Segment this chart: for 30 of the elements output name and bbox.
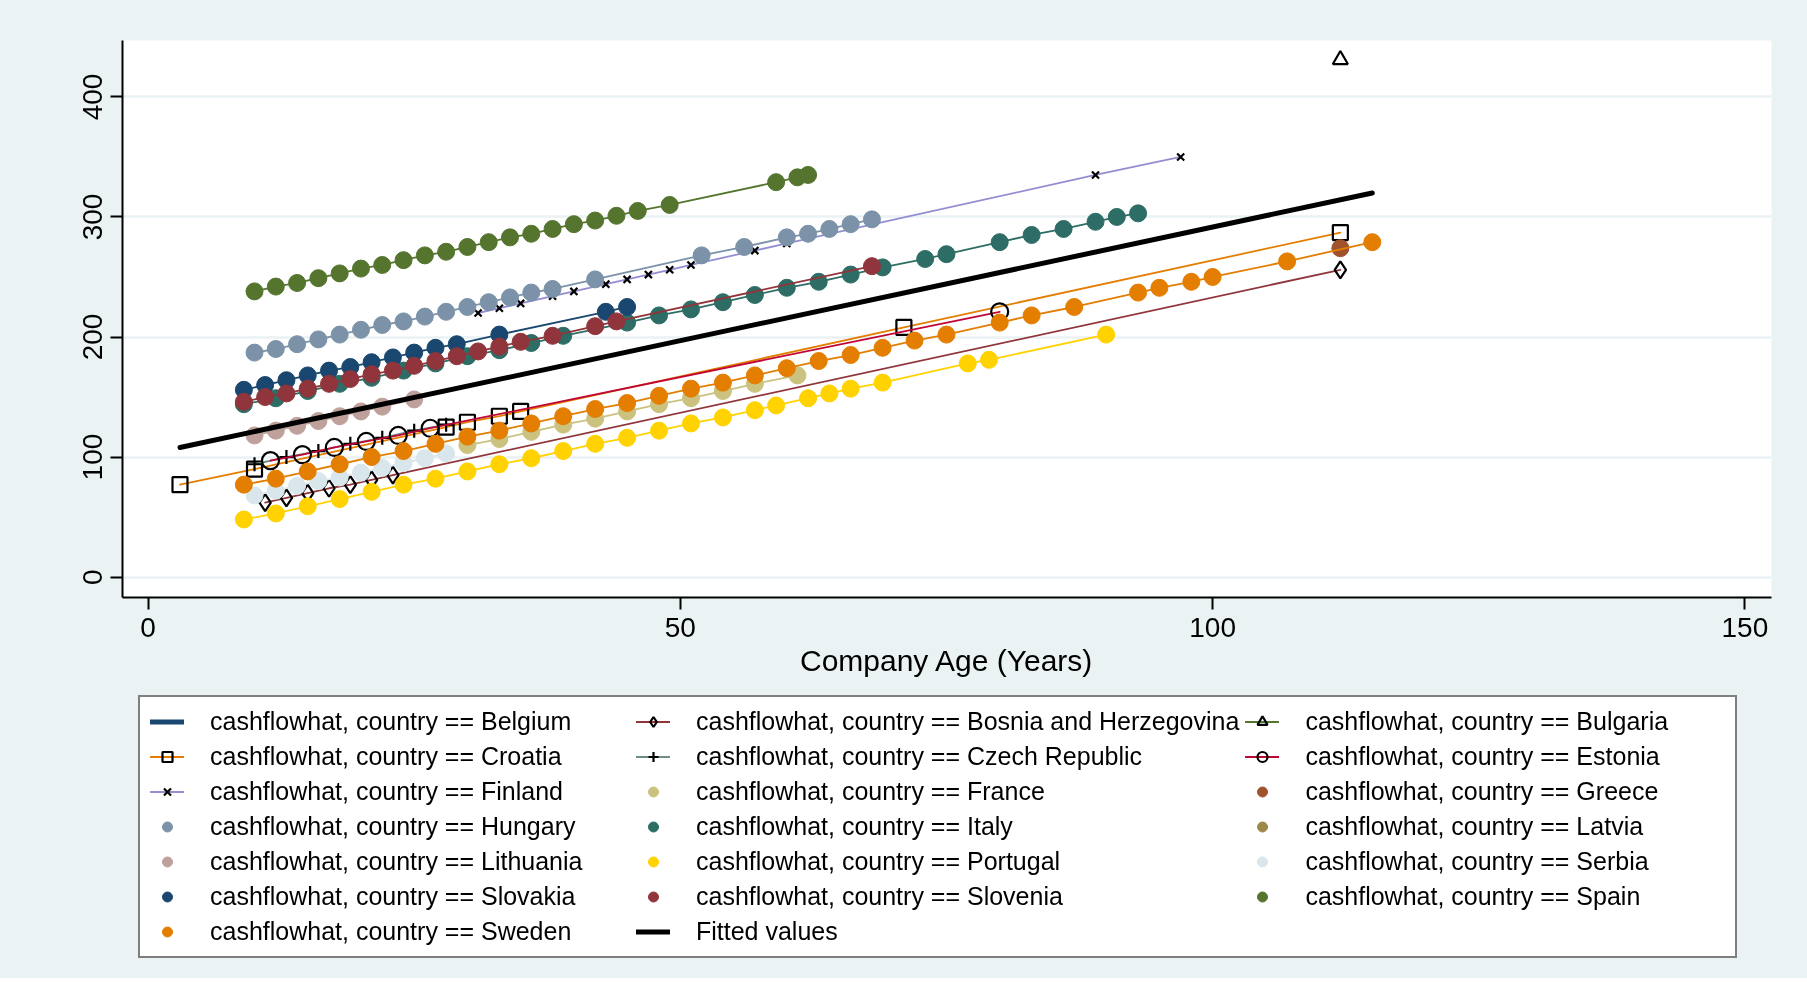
legend-label: Fitted values [696, 917, 839, 946]
y-tick-label: 0 [77, 569, 109, 585]
legend-label: cashflowhat, country == Slovakia [210, 882, 577, 911]
legend-label: cashflowhat, country == Croatia [210, 742, 563, 771]
legend-label: cashflowhat, country == Hungary [210, 812, 577, 841]
x-tick-label: 150 [1721, 611, 1769, 643]
x-tick-label: 100 [1189, 611, 1236, 643]
y-tick-label: 100 [77, 433, 109, 481]
legend-label: cashflowhat, country == Estonia [1305, 742, 1661, 771]
legend-label: cashflowhat, country == Italy [696, 812, 1014, 841]
x-tick-label: 0 [140, 611, 156, 643]
x-axis-title: Company Age (Years) [799, 643, 1093, 677]
legend-label: cashflowhat, country == Bosnia and Herzegovina [696, 707, 1240, 736]
legend-label: cashflowhat, country == Greece [1305, 777, 1660, 806]
legend-label: cashflowhat, country == Serbia [1305, 847, 1650, 876]
y-tick-label: 200 [77, 313, 109, 361]
legend-label: cashflowhat, country == Sweden [210, 917, 573, 946]
legend-label: cashflowhat, country == France [696, 777, 1046, 806]
legend-label: cashflowhat, country == Bulgaria [1305, 707, 1670, 736]
legend-label: cashflowhat, country == Finland [210, 777, 564, 806]
legend-label: cashflowhat, country == Portugal [696, 847, 1062, 876]
legend-label: cashflowhat, country == Latvia [1305, 812, 1645, 841]
y-tick-label: 400 [77, 73, 109, 121]
legend-label: cashflowhat, country == Spain [1305, 882, 1642, 911]
legend-label: cashflowhat, country == Lithuania [210, 847, 584, 876]
legend-label: cashflowhat, country == Slovenia [696, 882, 1064, 911]
legend-label: cashflowhat, country == Belgium [210, 707, 573, 736]
legend-label: cashflowhat, country == Czech Republic [696, 742, 1143, 771]
x-tick-label: 50 [664, 611, 696, 643]
y-tick-label: 300 [77, 193, 109, 241]
